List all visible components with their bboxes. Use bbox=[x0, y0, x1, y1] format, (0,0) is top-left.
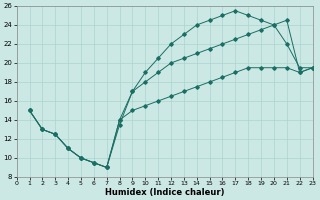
X-axis label: Humidex (Indice chaleur): Humidex (Indice chaleur) bbox=[105, 188, 224, 197]
